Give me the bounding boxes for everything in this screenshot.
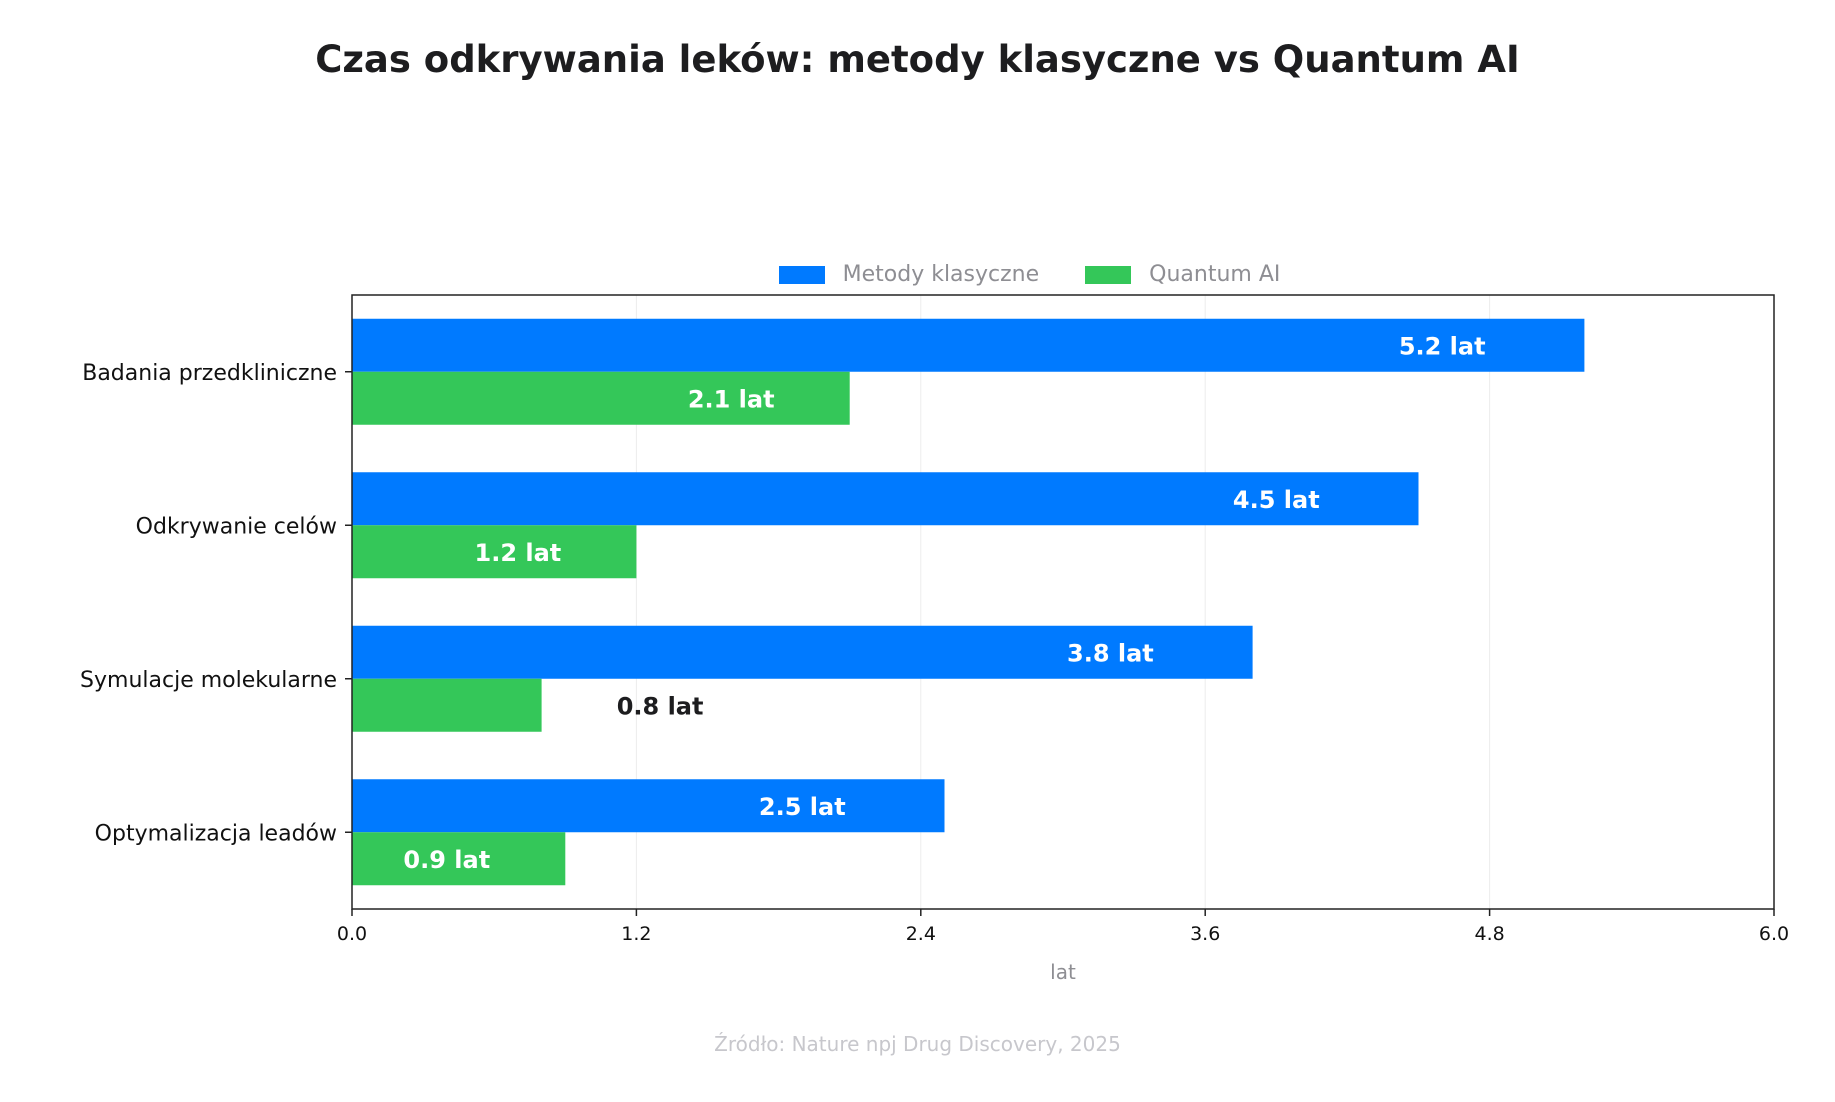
legend-swatch-classic (778, 265, 825, 284)
bar-classic (352, 779, 945, 833)
legend-label-classic: Metody klasyczne (842, 262, 1040, 287)
bar-quantum (352, 371, 850, 425)
source-note: Źródło: Nature npj Drug Discovery, 2025 (714, 1032, 1121, 1056)
data-label: 0.8 lat (617, 692, 704, 720)
plot-frame (351, 294, 1775, 910)
legend-swatch-quantum (1085, 265, 1132, 284)
bar-quantum (352, 525, 637, 579)
data-label: 1.2 lat (475, 539, 562, 567)
bar-classic (352, 472, 1419, 526)
category-label: Odkrywanie celów (136, 514, 337, 539)
x-tick-label: 0.0 (337, 923, 367, 945)
bar-quantum (352, 678, 542, 732)
data-label: 2.5 lat (759, 793, 846, 821)
x-tick-label: 1.2 (621, 923, 651, 945)
legend: Metody klasyczne Quantum AI (112, 262, 1835, 287)
data-label: 5.2 lat (1399, 332, 1486, 360)
legend-item-quantum: Quantum AI (1085, 262, 1280, 287)
x-tick-label: 4.8 (1474, 923, 1504, 945)
legend-label-quantum: Quantum AI (1149, 262, 1281, 287)
chart-title: Czas odkrywania leków: metody klasyczne … (315, 38, 1520, 81)
category-label: Optymalizacja leadów (95, 821, 337, 846)
data-label: 0.9 lat (403, 846, 490, 874)
bar-classic (352, 625, 1253, 679)
data-label: 2.1 lat (688, 385, 775, 413)
data-label: 3.8 lat (1067, 639, 1154, 667)
bar-quantum (352, 832, 566, 886)
legend-item-classic: Metody klasyczne (778, 262, 1040, 287)
bar-classic (352, 318, 1585, 372)
x-tick-label: 3.6 (1190, 923, 1220, 945)
x-tick-label: 6.0 (1759, 923, 1789, 945)
data-label: 4.5 lat (1233, 486, 1320, 514)
x-axis-label: lat (1050, 960, 1076, 984)
category-label: Badania przedkliniczne (82, 361, 337, 386)
x-tick-label: 2.4 (906, 923, 936, 945)
category-label: Symulacje molekularne (80, 668, 337, 693)
